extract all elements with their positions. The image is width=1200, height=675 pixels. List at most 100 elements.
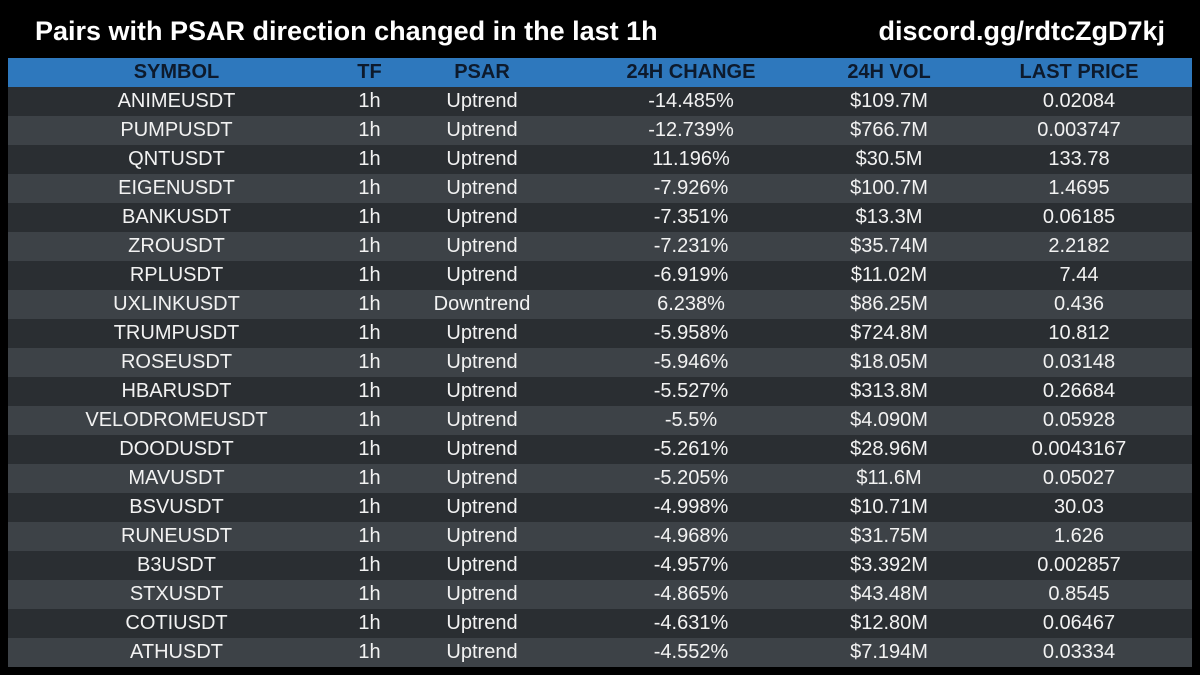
table-row[interactable]: ATHUSDT 1h Uptrend -4.552% $7.194M 0.03334 <box>8 638 1192 667</box>
table-row[interactable]: BSVUSDT 1h Uptrend -4.998% $10.71M 30.03 <box>8 493 1192 522</box>
cell-24h-vol: $12.80M <box>850 612 928 634</box>
cell-last-price: 0.05928 <box>1042 409 1116 431</box>
column-header-24h-change[interactable]: 24H CHANGE <box>626 61 756 83</box>
table-body: ANIMEUSDT 1h Uptrend -14.485% $109.7M 0.02084… <box>8 87 1192 667</box>
cell-tf: 1h <box>358 554 381 576</box>
cell-symbol: RPLUSDT <box>129 264 224 286</box>
table-row[interactable]: BANKUSDT 1h Uptrend -7.351% $13.3M 0.06185 <box>8 203 1192 232</box>
table-row[interactable]: HBARUSDT 1h Uptrend -5.527% $313.8M 0.26684 <box>8 377 1192 406</box>
cell-tf: 1h <box>358 264 381 286</box>
cell-tf: 1h <box>358 496 381 518</box>
cell-tf: 1h <box>358 525 381 547</box>
cell-24h-vol: $31.75M <box>850 525 928 547</box>
cell-24h-change: -4.865% <box>653 583 729 605</box>
cell-24h-change: -6.919% <box>653 264 729 286</box>
table-row[interactable]: EIGENUSDT 1h Uptrend -7.926% $100.7M 1.4695 <box>8 174 1192 203</box>
cell-last-price: 133.78 <box>1048 148 1110 170</box>
cell-last-price: 0.26684 <box>1042 380 1116 402</box>
discord-link[interactable]: discord.gg/rdtcZgD7kj <box>878 16 1165 46</box>
table-row[interactable]: TRUMPUSDT 1h Uptrend -5.958% $724.8M 10.812 <box>8 319 1192 348</box>
cell-last-price: 0.436 <box>1053 293 1105 315</box>
cell-24h-change: -5.261% <box>653 438 729 460</box>
cell-psar: Uptrend <box>446 438 518 460</box>
cell-24h-change: -4.631% <box>653 612 729 634</box>
cell-24h-vol: $3.392M <box>850 554 928 576</box>
cell-symbol: EIGENUSDT <box>118 177 235 199</box>
cell-24h-vol: $35.74M <box>850 235 928 257</box>
cell-tf: 1h <box>358 351 381 373</box>
cell-24h-vol: $7.194M <box>850 641 928 663</box>
table-row[interactable]: VELODROMEUSDT 1h Uptrend -5.5% $4.090M 0.0592… <box>8 406 1192 435</box>
cell-24h-change: -4.968% <box>653 525 729 547</box>
cell-tf: 1h <box>358 641 381 663</box>
cell-tf: 1h <box>358 322 381 344</box>
table-row[interactable]: ROSEUSDT 1h Uptrend -5.946% $18.05M 0.03148 <box>8 348 1192 377</box>
cell-symbol: RUNEUSDT <box>120 525 233 547</box>
cell-symbol: B3USDT <box>137 554 216 576</box>
cell-symbol: STXUSDT <box>129 583 224 605</box>
column-header-tf[interactable]: TF <box>357 61 382 83</box>
cell-tf: 1h <box>358 148 381 170</box>
cell-symbol: TRUMPUSDT <box>113 322 240 344</box>
table-row[interactable]: UXLINKUSDT 1h Downtrend 6.238% $86.25M 0.436 <box>8 290 1192 319</box>
cell-24h-vol: $11.6M <box>856 467 922 489</box>
cell-24h-vol: $766.7M <box>850 119 928 141</box>
table-row[interactable]: COTIUSDT 1h Uptrend -4.631% $12.80M 0.06467 <box>8 609 1192 638</box>
cell-24h-change: -5.527% <box>653 380 729 402</box>
cell-tf: 1h <box>358 612 381 634</box>
cell-24h-vol: $86.25M <box>850 293 928 315</box>
table-row[interactable]: ANIMEUSDT 1h Uptrend -14.485% $109.7M 0.02084 <box>8 87 1192 116</box>
column-header-psar[interactable]: PSAR <box>454 61 510 83</box>
cell-tf: 1h <box>358 467 381 489</box>
cell-24h-vol: $724.8M <box>850 322 928 344</box>
cell-psar: Uptrend <box>446 380 518 402</box>
cell-24h-vol: $28.96M <box>850 438 928 460</box>
cell-psar: Uptrend <box>446 90 518 112</box>
cell-symbol: BANKUSDT <box>122 206 231 228</box>
cell-tf: 1h <box>358 380 381 402</box>
table-row[interactable]: STXUSDT 1h Uptrend -4.865% $43.48M 0.8545 <box>8 580 1192 609</box>
cell-psar: Uptrend <box>446 177 518 199</box>
cell-psar: Uptrend <box>446 206 518 228</box>
cell-symbol: BSVUSDT <box>129 496 224 518</box>
cell-psar: Uptrend <box>446 409 518 431</box>
cell-psar: Uptrend <box>446 148 518 170</box>
cell-psar: Uptrend <box>446 554 518 576</box>
cell-symbol: ANIMEUSDT <box>117 90 236 112</box>
cell-psar: Uptrend <box>446 264 518 286</box>
cell-24h-change: -4.957% <box>653 554 729 576</box>
table-row[interactable]: RUNEUSDT 1h Uptrend -4.968% $31.75M 1.626 <box>8 522 1192 551</box>
cell-24h-change: 6.238% <box>657 293 725 315</box>
table-row[interactable]: QNTUSDT 1h Uptrend 11.196% $30.5M 133.78 <box>8 145 1192 174</box>
cell-24h-change: -5.205% <box>653 467 729 489</box>
table-row[interactable]: RPLUSDT 1h Uptrend -6.919% $11.02M 7.44 <box>8 261 1192 290</box>
column-header-symbol[interactable]: SYMBOL <box>133 61 220 83</box>
cell-last-price: 0.05027 <box>1042 467 1116 489</box>
cell-symbol: PUMPUSDT <box>120 119 233 141</box>
cell-psar: Uptrend <box>446 235 518 257</box>
table-row[interactable]: ZROUSDT 1h Uptrend -7.231% $35.74M 2.2182 <box>8 232 1192 261</box>
cell-last-price: 1.4695 <box>1048 177 1110 199</box>
cell-last-price: 7.44 <box>1059 264 1099 286</box>
table-row[interactable]: DOODUSDT 1h Uptrend -5.261% $28.96M 0.0043167 <box>8 435 1192 464</box>
cell-tf: 1h <box>358 235 381 257</box>
cell-24h-change: -7.351% <box>653 206 729 228</box>
cell-psar: Uptrend <box>446 496 518 518</box>
cell-last-price: 10.812 <box>1048 322 1110 344</box>
cell-last-price: 0.06185 <box>1042 206 1116 228</box>
cell-psar: Uptrend <box>446 322 518 344</box>
table-row[interactable]: B3USDT 1h Uptrend -4.957% $3.392M 0.002857 <box>8 551 1192 580</box>
cell-psar: Downtrend <box>433 293 531 315</box>
cell-24h-vol: $30.5M <box>855 148 923 170</box>
cell-24h-vol: $100.7M <box>850 177 928 199</box>
table-row[interactable]: MAVUSDT 1h Uptrend -5.205% $11.6M 0.05027 <box>8 464 1192 493</box>
column-header-24h-vol[interactable]: 24H VOL <box>847 61 931 83</box>
table-row[interactable]: PUMPUSDT 1h Uptrend -12.739% $766.7M 0.003747 <box>8 116 1192 145</box>
cell-24h-vol: $18.05M <box>850 351 928 373</box>
column-header-last-price[interactable]: LAST PRICE <box>1019 61 1139 83</box>
cell-24h-change: -5.5% <box>664 409 718 431</box>
cell-last-price: 1.626 <box>1053 525 1105 547</box>
cell-tf: 1h <box>358 583 381 605</box>
cell-24h-change: -5.946% <box>653 351 729 373</box>
cell-symbol: VELODROMEUSDT <box>85 409 268 431</box>
